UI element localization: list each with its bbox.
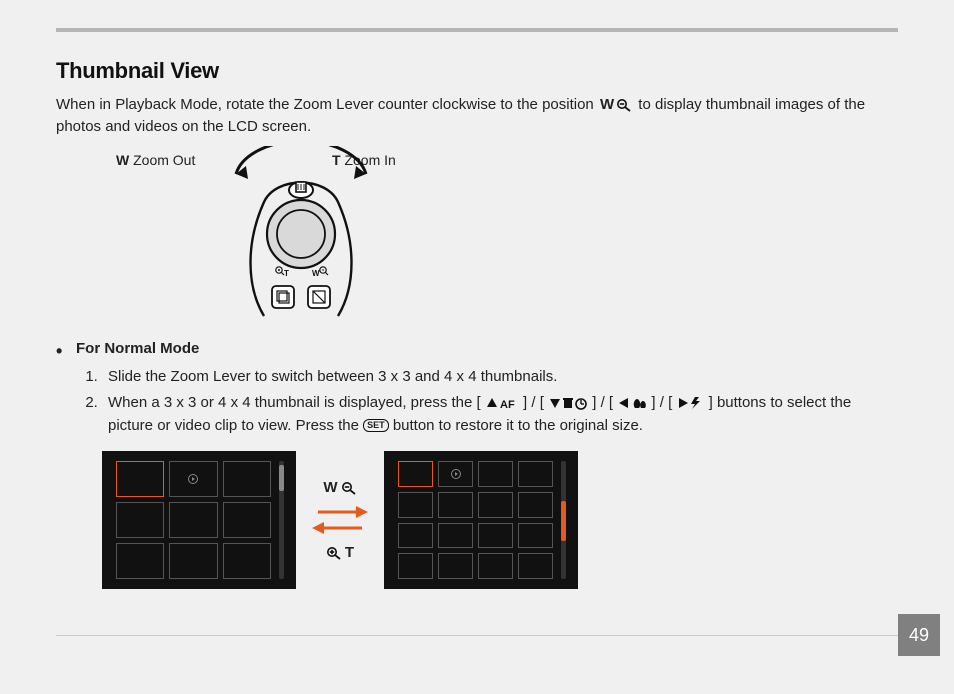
- cell-video: [438, 461, 473, 487]
- cell: [478, 523, 513, 549]
- cell-video: [169, 461, 217, 497]
- step2-d: ] / [: [651, 394, 676, 411]
- normal-mode-section: • For Normal Mode: [56, 340, 898, 360]
- top-rule: [56, 28, 898, 32]
- cell: [518, 553, 553, 579]
- step2-f: button to restore it to the original siz…: [393, 417, 643, 434]
- svg-text:W: W: [312, 269, 320, 278]
- cell: [223, 543, 271, 579]
- w-zoomout-label: W: [323, 479, 356, 496]
- right-flash-icon: [676, 396, 704, 410]
- scrollbar: [279, 461, 284, 579]
- step-1: Slide the Zoom Lever to switch between 3…: [102, 366, 898, 389]
- screen-3x3: [102, 451, 296, 589]
- bullet-icon: •: [56, 340, 76, 360]
- set-button-icon: SET: [363, 419, 389, 432]
- w-letter: W: [600, 94, 614, 116]
- up-af-icon: AF: [485, 396, 519, 410]
- step2-b: ] / [: [523, 394, 548, 411]
- arrow-bottom-t: T: [345, 544, 354, 561]
- play-icon: [451, 469, 461, 479]
- cell: [478, 461, 513, 487]
- normal-mode-title: For Normal Mode: [76, 340, 199, 360]
- t-zoomin-label: T: [326, 544, 354, 561]
- grid-4x4: [398, 461, 553, 579]
- page-number-badge: 49: [898, 614, 940, 656]
- cell: [169, 502, 217, 538]
- cell: [398, 523, 433, 549]
- grid-3x3: [116, 461, 271, 579]
- cell: [478, 492, 513, 518]
- scrollbar: [561, 461, 566, 579]
- steps-list: Slide the Zoom Lever to switch between 3…: [102, 366, 898, 438]
- cell: [478, 553, 513, 579]
- step2-a: When a 3 x 3 or 4 x 4 thumbnail is displ…: [108, 394, 485, 411]
- cell: [223, 461, 271, 497]
- section-heading: Thumbnail View: [56, 58, 898, 84]
- svg-text:T: T: [284, 269, 289, 278]
- cell: [398, 492, 433, 518]
- zoom-out-text: Zoom Out: [129, 152, 195, 168]
- cell-selected: [116, 461, 164, 497]
- bottom-rule: [56, 635, 898, 636]
- scroll-thumb: [279, 465, 284, 491]
- switch-arrows: W T: [312, 479, 368, 561]
- cell: [438, 523, 473, 549]
- thumbnail-comparison: W T: [102, 451, 898, 589]
- left-macro-icon: [617, 396, 647, 410]
- svg-text:AF: AF: [500, 399, 515, 410]
- step2-c: ] / [: [592, 394, 617, 411]
- wide-zoom-out-icon: W: [600, 94, 632, 116]
- cell: [398, 553, 433, 579]
- swap-arrows-icon: [312, 500, 368, 540]
- zoom-lever-diagram: W Zoom Out T Zoom In T W: [56, 152, 898, 322]
- zoom-out-w: W: [116, 152, 129, 168]
- scroll-thumb: [561, 501, 566, 541]
- down-trash-timer-icon: [548, 396, 588, 410]
- cell: [116, 502, 164, 538]
- cell: [518, 492, 553, 518]
- step-2: When a 3 x 3 or 4 x 4 thumbnail is displ…: [102, 392, 898, 437]
- screen-4x4: [384, 451, 578, 589]
- arrow-top-w: W: [323, 479, 337, 496]
- magnify-minus-icon: [341, 481, 357, 495]
- cell: [223, 502, 271, 538]
- camera-top-illustration: T W: [206, 146, 396, 322]
- cell: [438, 553, 473, 579]
- cell: [518, 523, 553, 549]
- cell: [438, 492, 473, 518]
- play-icon: [188, 474, 198, 484]
- cell-selected: [398, 461, 433, 487]
- cell: [518, 461, 553, 487]
- magnify-plus-icon: [326, 546, 342, 560]
- intro-paragraph: When in Playback Mode, rotate the Zoom L…: [56, 94, 898, 138]
- zoom-out-label: W Zoom Out: [116, 152, 195, 168]
- intro-text-before: When in Playback Mode, rotate the Zoom L…: [56, 96, 598, 113]
- cell: [116, 543, 164, 579]
- cell: [169, 543, 217, 579]
